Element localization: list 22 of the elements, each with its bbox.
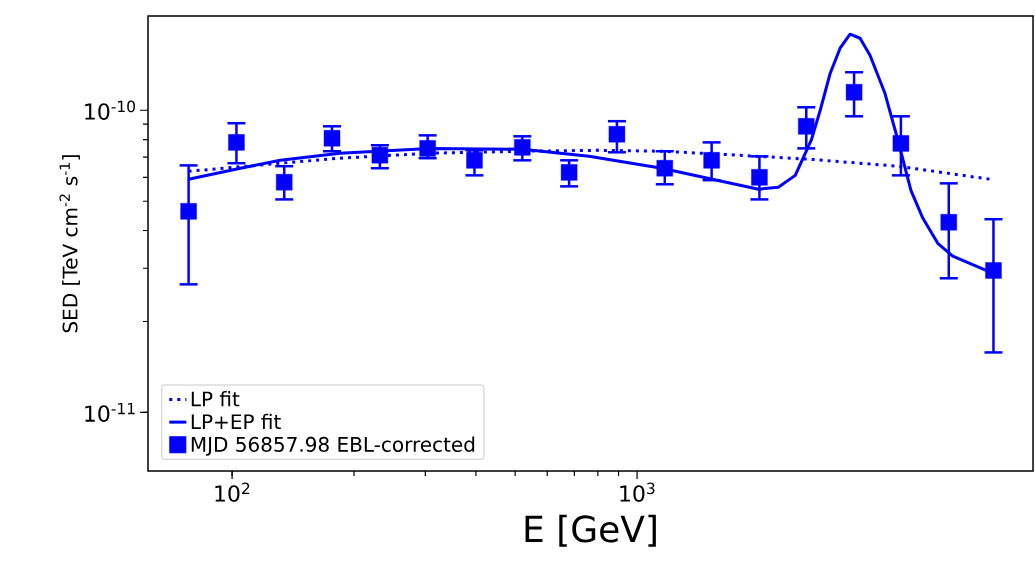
y-tick-label: 10$^{-10}$ — [85, 100, 135, 120]
point — [656, 160, 673, 177]
point — [276, 174, 293, 191]
point — [228, 134, 245, 151]
point — [798, 118, 815, 135]
x-tick-label: 10$^{2}$ — [215, 482, 250, 502]
point — [940, 214, 957, 231]
point — [703, 152, 720, 169]
legend-label: LP fit — [191, 391, 240, 407]
x-tick-label: 10$^{3}$ — [620, 482, 655, 502]
point — [892, 135, 910, 152]
legend-label: LP+EP fit — [191, 413, 281, 429]
y-tick-label: 10$^{-11}$ — [85, 402, 135, 422]
legend-label: MJD 56857.98 EBL-corrected — [191, 436, 475, 456]
point — [323, 130, 341, 147]
y-axis-title: SED [TeV cm$^{-2}$ s$^{-1}$] — [59, 155, 80, 333]
point — [845, 84, 863, 101]
x-axis-title: E [GeV] — [525, 514, 656, 547]
point — [751, 169, 768, 186]
point — [560, 164, 578, 181]
point — [180, 203, 197, 220]
point — [608, 126, 626, 143]
